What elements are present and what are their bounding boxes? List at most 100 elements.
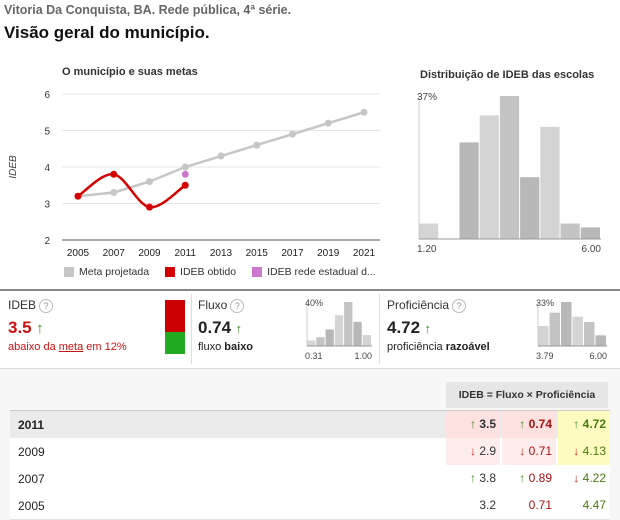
meta-point[interactable] [253,141,261,149]
meta-link[interactable]: meta [58,341,84,353]
ideb-obtido-point[interactable] [110,170,118,178]
y-tick-label: 6 [44,90,50,101]
prof-desc-prefix: proficiência [387,341,446,353]
proficiencia-label-text: Proficiência [387,298,450,312]
histogram-bar[interactable] [316,337,325,346]
proficiencia-cell: ↓ 4.13 [558,438,610,465]
x-tick-label: 2005 [67,248,90,259]
histogram-bar[interactable] [560,223,580,239]
histogram-bar[interactable] [344,302,353,346]
meta-point[interactable] [181,163,189,171]
histogram-bar[interactable] [307,340,316,347]
ideb-obtido-point[interactable] [146,203,153,211]
legend-label-estadual: IDEB rede estadual d... [267,266,376,278]
histogram-bar[interactable] [362,335,371,346]
meta-point[interactable] [360,108,368,116]
fluxo-label: Fluxo? [198,298,245,313]
page-title: Visão geral do município. [4,23,210,42]
cell-value: 2.9 [479,444,496,458]
y-tick-label: 3 [44,200,50,211]
arrow-up-icon: ↑ [519,417,529,431]
arrow-down-icon: ↓ [573,444,583,458]
cell-value: 0.89 [528,471,552,485]
fluxo-cell: ↓ 0.71 [502,438,556,465]
y-tick-label: 4 [44,163,50,174]
histogram-ymax-label: 37% [417,92,437,103]
histogram-bar[interactable] [584,322,595,346]
ideb-obtido-point[interactable] [74,192,82,200]
table-row[interactable]: 2005 3.2 0.71 4.47 [10,492,610,520]
fluxo-panel: Fluxo? 0.74 ↑ fluxo baixo 40% 0.31 1.00 [192,294,378,364]
arrow-up-icon: ↑ [235,321,243,336]
histogram-bar[interactable] [561,302,572,346]
cell-value: 0.71 [528,444,552,458]
arrow-down-icon: ↓ [573,471,583,485]
cell-value: 3.2 [479,498,496,512]
fluxo-label-text: Fluxo [198,298,228,312]
meta-point[interactable] [324,119,332,127]
ideb-desc-prefix: abaixo da [8,341,59,353]
ideb-cell: ↑ 3.8 [446,465,500,492]
proficiencia-cell: 4.47 [558,492,610,519]
ideb-cell: 3.2 [446,492,500,519]
ideb-value-row: 3.5 ↑ [8,318,44,338]
histogram-ymax-label: 33% [536,298,554,308]
arrow-up-icon: ↑ [573,417,583,431]
cell-value: 4.47 [582,498,606,512]
ideb-obtido-point[interactable] [181,181,189,189]
x-tick-label: 2007 [103,248,126,259]
help-icon[interactable]: ? [39,298,54,313]
meta-point[interactable] [146,178,153,186]
fluxo-description: fluxo baixo [198,341,253,353]
x-tick-label: 2017 [281,248,304,259]
histogram-bar[interactable] [459,142,479,239]
panel-divider [191,294,192,364]
meta-point[interactable] [289,130,296,138]
fluxo-desc-bold: baixo [224,341,254,353]
x-tick-label: 2013 [210,248,233,259]
proficiencia-label: Proficiência? [387,298,467,313]
table-row[interactable]: 2009 ↓ 2.9 ↓ 0.71 ↓ 4.13 [10,438,610,466]
histogram-bar[interactable] [353,321,362,346]
line-chart-title: O município e suas metas [62,66,198,78]
proficiencia-cell: ↑ 4.72 [558,411,610,438]
x-tick-label: 2011 [174,248,196,259]
histogram-bar[interactable] [499,96,520,239]
proficiencia-panel: Proficiência? 4.72 ↑ proficiência razoáv… [380,294,616,364]
ideb-description: abaixo da meta em 12% [8,341,127,353]
legend-label-ideb: IDEB obtido [180,266,237,278]
arrow-down-icon: ↓ [469,444,480,458]
ideb-cell: ↓ 2.9 [446,438,500,465]
row-year: 2007 [18,472,45,486]
fluxo-cell: 0.71 [502,492,556,519]
histogram-bar[interactable] [325,329,334,347]
help-icon[interactable]: ? [230,298,245,313]
ideb-estadual-point[interactable] [181,170,189,178]
meta-point[interactable] [217,152,225,160]
proficiencia-mini-histogram: 33% 3.79 6.00 [536,298,607,361]
table-row[interactable]: 2007 ↑ 3.8 ↑ 0.89 ↓ 4.22 [10,465,610,493]
help-icon[interactable]: ? [452,298,467,313]
histogram-bar[interactable] [334,315,344,346]
fluxo-value: 0.74 [198,318,232,337]
proficiencia-description: proficiência razoável [387,341,490,353]
table-row[interactable]: 2011 ↑ 3.5 ↑ 0.74 ↑ 4.72 [10,410,610,439]
ideb-status-bar-green [165,332,185,354]
histogram-bar[interactable] [479,115,499,239]
histogram-bar[interactable] [549,312,561,346]
histogram-bar[interactable] [538,326,549,346]
histogram-bar[interactable] [520,177,540,239]
location-subtitle: Vitoria Da Conquista, BA. Rede pública, … [4,3,292,17]
histogram-bar[interactable] [540,126,560,239]
histogram-bar[interactable] [572,316,584,346]
fluxo-value-row: 0.74 ↑ [198,318,242,338]
section-divider [0,289,620,291]
histogram-bar[interactable] [580,227,600,239]
cell-value: 4.13 [582,444,606,458]
meta-point[interactable] [110,189,118,197]
y-tick-label: 2 [44,236,50,247]
histogram-bar[interactable] [595,335,607,346]
ideb-label-text: IDEB [8,298,37,312]
cell-value: 0.74 [528,417,552,431]
histogram-bar[interactable] [419,223,439,239]
